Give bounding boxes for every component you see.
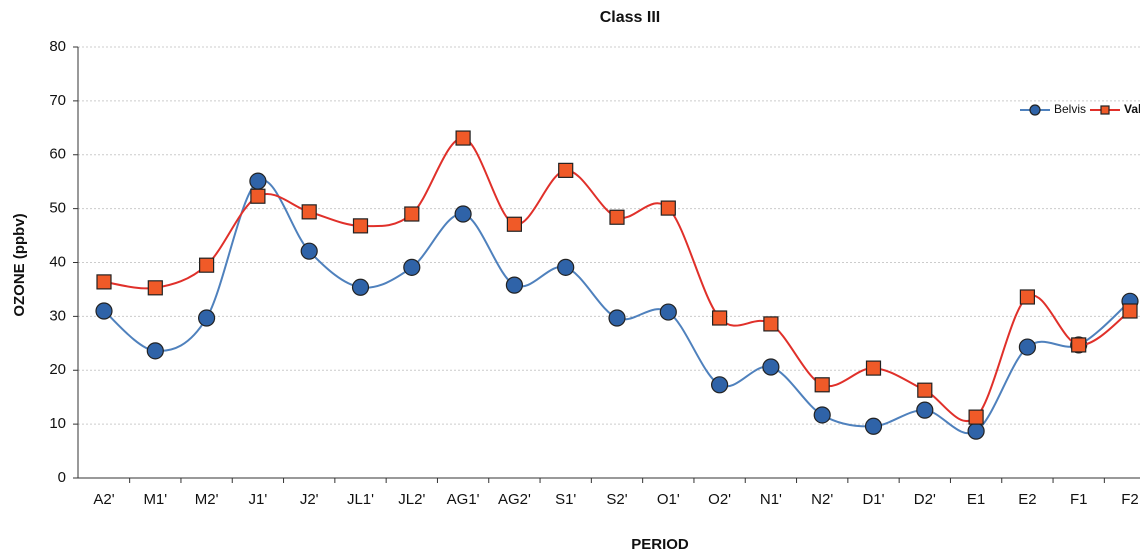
- y-tick-label: 10: [49, 415, 66, 432]
- marker: [865, 360, 882, 376]
- marker: [967, 422, 985, 440]
- y-axis-label: OZONE (ppbv): [11, 213, 28, 316]
- marker: [609, 209, 625, 225]
- x-tick-label: J2': [300, 491, 319, 508]
- legend-label: Belvis: [1054, 102, 1086, 116]
- marker: [146, 342, 164, 360]
- x-tick-label: S1': [555, 491, 576, 508]
- marker: [1122, 303, 1138, 319]
- x-tick-label: J1': [249, 491, 268, 508]
- marker: [814, 377, 830, 393]
- y-tick-label: 70: [49, 92, 66, 109]
- marker: [711, 310, 728, 326]
- marker: [1100, 105, 1110, 115]
- x-tick-label: E1: [967, 491, 985, 508]
- marker: [710, 376, 729, 394]
- y-tick-label: 40: [49, 253, 66, 270]
- marker: [1029, 104, 1041, 116]
- x-tick-label: JL2': [398, 491, 425, 508]
- x-tick-label: N2': [811, 491, 833, 508]
- legend-label: Valde: [1124, 102, 1140, 116]
- marker: [1019, 289, 1036, 305]
- marker: [454, 205, 472, 223]
- chart-title: Class III: [600, 9, 660, 26]
- marker: [1071, 337, 1087, 353]
- x-tick-label: O1': [657, 491, 680, 508]
- marker: [351, 278, 370, 296]
- marker: [147, 280, 163, 296]
- marker: [558, 162, 574, 178]
- x-tick-label: O2': [708, 491, 731, 508]
- marker: [404, 206, 420, 222]
- x-tick-label: AG2': [498, 491, 531, 508]
- x-tick-label: AG1': [447, 491, 480, 508]
- y-tick-label: 80: [49, 38, 66, 55]
- x-tick-label: S2': [606, 491, 627, 508]
- marker: [199, 257, 215, 273]
- marker: [1018, 338, 1037, 356]
- marker: [301, 204, 317, 220]
- marker: [198, 309, 216, 327]
- y-tick-label: 0: [58, 469, 66, 486]
- x-tick-label: M1': [143, 491, 167, 508]
- y-tick-label: 50: [49, 200, 66, 217]
- marker: [249, 172, 267, 190]
- marker: [96, 274, 112, 290]
- x-tick-label: JL1': [347, 491, 374, 508]
- x-axis-label: PERIOD: [631, 536, 689, 553]
- marker: [403, 258, 421, 276]
- x-tick-label: M2': [195, 491, 219, 508]
- x-tick-label: E2: [1018, 491, 1036, 508]
- y-tick-label: 20: [49, 361, 66, 378]
- marker: [505, 276, 524, 294]
- marker: [608, 309, 626, 327]
- marker: [250, 188, 266, 204]
- marker: [352, 218, 369, 234]
- marker: [95, 302, 113, 320]
- marker: [864, 417, 883, 435]
- x-tick-label: A2': [93, 491, 114, 508]
- marker: [763, 316, 779, 332]
- marker: [660, 200, 676, 216]
- marker: [506, 216, 522, 232]
- marker: [557, 258, 575, 276]
- marker: [455, 130, 471, 146]
- marker: [300, 242, 318, 260]
- marker: [813, 406, 831, 424]
- x-tick-label: F1: [1070, 491, 1088, 508]
- marker: [968, 409, 984, 425]
- marker: [659, 303, 677, 321]
- y-tick-label: 30: [49, 307, 66, 324]
- x-tick-label: F2: [1121, 491, 1139, 508]
- marker: [917, 382, 933, 398]
- marker: [762, 358, 780, 376]
- marker: [916, 401, 934, 419]
- x-tick-label: N1': [760, 491, 782, 508]
- x-tick-label: D1': [862, 491, 884, 508]
- x-tick-label: D2': [914, 491, 936, 508]
- y-tick-label: 60: [49, 146, 66, 163]
